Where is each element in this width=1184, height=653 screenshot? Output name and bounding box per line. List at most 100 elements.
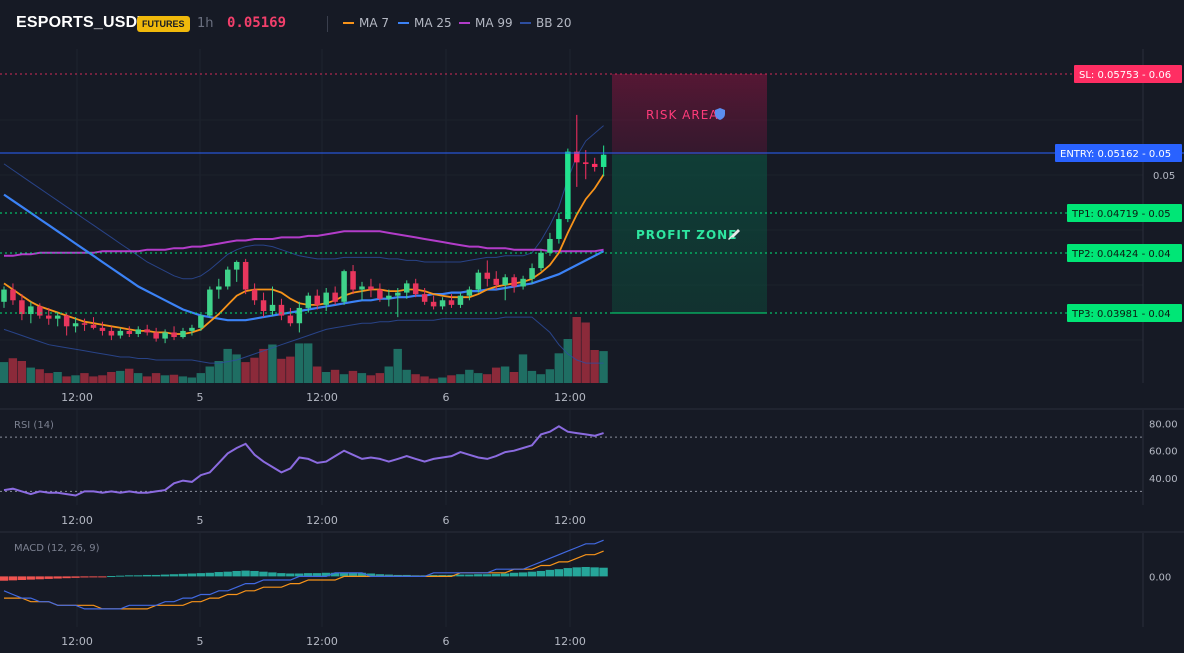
volume-bar — [160, 375, 170, 383]
candle-body — [421, 294, 428, 302]
legend-swatch-ma25 — [398, 22, 409, 24]
candle-body — [126, 330, 133, 334]
macd-histogram-bar — [142, 574, 152, 577]
candle-body — [314, 295, 320, 305]
level-badge-0 — [1074, 65, 1182, 83]
volume-bar — [357, 373, 367, 383]
legend-label-bb20: BB 20 — [536, 16, 572, 30]
macd-histogram-bar — [402, 574, 411, 577]
macd-histogram-bar — [178, 573, 188, 577]
macd-histogram-bar — [375, 574, 384, 577]
macd-histogram-bar — [527, 571, 537, 577]
candle-body — [287, 315, 294, 324]
level-badge-2 — [1067, 204, 1182, 222]
volume-bar — [71, 375, 80, 383]
macd-histogram-bar — [80, 576, 89, 578]
volume-bar — [250, 357, 259, 383]
macd-histogram-bar — [500, 573, 510, 577]
macd-histogram-bar — [321, 572, 331, 577]
candle-body — [90, 324, 97, 328]
candle-body — [359, 286, 365, 290]
volume-bar — [125, 368, 134, 383]
volume-bar — [223, 348, 232, 383]
candle-body — [189, 327, 195, 331]
rocket-icon — [728, 229, 740, 240]
candle-body — [305, 295, 312, 308]
candle-body — [386, 295, 392, 299]
candle-body — [216, 286, 222, 290]
volume-bar — [277, 358, 286, 383]
candle-body — [556, 219, 562, 239]
macd-histogram-bar — [232, 570, 241, 577]
volume-bar — [35, 369, 44, 383]
volume-bar — [133, 373, 143, 383]
macd-histogram-bar — [348, 572, 358, 577]
macd-histogram-bar — [483, 574, 492, 577]
volume-bar — [348, 370, 358, 383]
candle-body — [484, 272, 491, 279]
candle-body — [180, 330, 186, 338]
legend-ma7[interactable]: MA 7 — [343, 16, 389, 30]
volume-bar — [518, 354, 528, 383]
axis-labels: 12:00 5 12:00 6 12:00 12:00 5 12:00 6 12:00 12:00 5… — [61, 171, 1177, 648]
candle-body — [466, 289, 473, 296]
candle-body — [117, 330, 124, 336]
candle-body — [135, 329, 141, 334]
volume-bar — [232, 354, 241, 383]
macd-histogram-bar — [384, 574, 393, 577]
macd-histogram-bar — [160, 574, 170, 577]
candle-body — [538, 252, 544, 269]
volume-bar — [321, 372, 331, 383]
x-tick-label: 12:00 — [554, 514, 586, 527]
volume-bar — [80, 373, 89, 383]
volume-bar — [107, 372, 116, 383]
macd-histogram-bar — [491, 573, 501, 577]
macd-histogram-bar — [250, 570, 259, 577]
macd-histogram-bar — [133, 575, 143, 577]
x-tick-label: 6 — [443, 635, 450, 648]
macd-histogram-bar — [429, 574, 438, 577]
volume-bar — [447, 375, 456, 383]
candle-body — [251, 289, 258, 301]
macd-histogram-bar — [518, 572, 528, 577]
candle-body — [395, 292, 401, 296]
legend-label-ma25: MA 25 — [414, 16, 452, 30]
legend-ma99[interactable]: MA 99 — [459, 16, 513, 30]
macd-histogram-bar — [187, 573, 197, 577]
candle-body — [448, 300, 455, 305]
profit-zone — [612, 154, 767, 313]
x-tick-label: 6 — [443, 391, 450, 404]
candle-body — [377, 289, 383, 299]
volume-bar — [151, 373, 161, 383]
candle-body — [511, 277, 517, 287]
macd-histogram-bar — [304, 573, 313, 577]
macd-signal-line — [4, 550, 604, 610]
macd-histogram-bar — [545, 569, 555, 577]
volume-bar — [142, 376, 152, 383]
volume-bar — [187, 377, 197, 383]
macd-histogram-bar — [554, 569, 563, 577]
volume-bar — [304, 343, 313, 383]
macd-histogram-bar — [572, 567, 581, 577]
legend-swatch-bb20 — [520, 22, 531, 24]
legend-ma25[interactable]: MA 25 — [398, 16, 452, 30]
macd-histogram-bar — [366, 573, 376, 577]
symbol-title[interactable]: ESPORTS_USDT — [16, 14, 148, 31]
bb-lower-line — [3, 316, 604, 364]
timeframe-label[interactable]: 1h — [197, 16, 214, 31]
legend-bb20[interactable]: BB 20 — [520, 16, 572, 30]
volume-bar — [259, 348, 268, 383]
level-label-3: TP2: 0.04424 - 0.04 — [1071, 249, 1171, 260]
price-tick-label: 0.05 — [1153, 171, 1175, 182]
volume-bar — [500, 366, 510, 383]
candle-body — [10, 289, 16, 301]
candle-body — [171, 332, 177, 338]
macd-histogram-bar — [339, 572, 349, 577]
candle-body — [46, 315, 52, 319]
macd-histogram-bar — [330, 572, 340, 577]
candle-body — [565, 151, 571, 220]
volume-bar — [169, 374, 179, 383]
macd-histogram-bar — [563, 568, 572, 577]
candle-body — [144, 329, 150, 333]
